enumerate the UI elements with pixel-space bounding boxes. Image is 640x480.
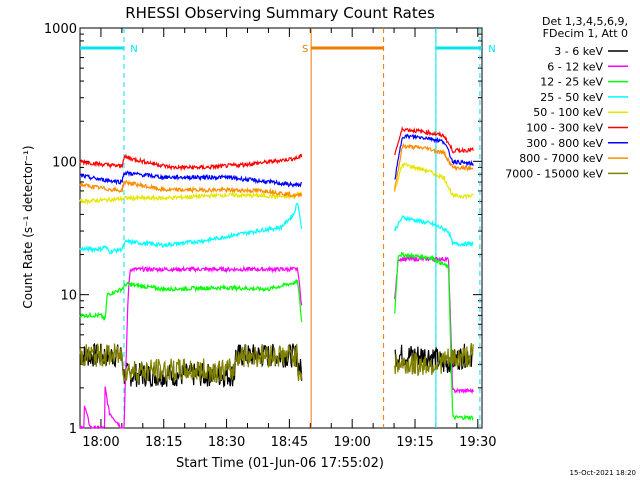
- series-line: [79, 343, 474, 384]
- legend-label: 12 - 25 keV: [540, 76, 603, 89]
- flag-label: S: [302, 44, 308, 55]
- y-tick-label: 1: [69, 422, 77, 437]
- x-tick-label: 19:15: [396, 435, 433, 450]
- legend-header: Det 1,3,4,5,6,9,: [542, 15, 628, 28]
- legend-label: 300 - 800 keV: [526, 137, 603, 150]
- legend-label: 6 - 12 keV: [547, 60, 603, 73]
- x-axis-label: Start Time (01-Jun-06 17:55:02): [176, 456, 384, 471]
- timestamp: 15-Oct-2021 18:20: [570, 469, 636, 477]
- series-line: [79, 142, 474, 199]
- x-tick-label: 18:30: [208, 435, 245, 450]
- y-tick-label: 10: [60, 289, 77, 304]
- series-line: [79, 125, 474, 172]
- legend-label: 100 - 300 keV: [526, 122, 603, 135]
- series-line: [79, 133, 474, 188]
- x-tick-label: 18:00: [82, 435, 119, 450]
- legend-label: 7000 - 15000 keV: [505, 167, 603, 180]
- y-axis-label: Count Rate (s⁻¹ detector⁻¹): [21, 145, 35, 308]
- legend-label: 800 - 7000 keV: [519, 152, 603, 165]
- legend-label: 25 - 50 keV: [540, 91, 603, 104]
- legend-label: 50 - 100 keV: [533, 106, 603, 119]
- y-tick-label: 1000: [44, 22, 77, 37]
- series-line: [79, 202, 474, 255]
- legend-label: 3 - 6 keV: [554, 45, 603, 58]
- series-line: [79, 161, 474, 206]
- x-tick-label: 19:30: [459, 435, 496, 450]
- chart-title: RHESSI Observing Summary Count Rates: [125, 4, 435, 22]
- x-tick-label: 18:15: [145, 435, 182, 450]
- x-tick-label: 19:00: [333, 435, 370, 450]
- flag-label: N: [130, 44, 137, 55]
- x-tick-label: 18:45: [271, 435, 308, 450]
- plot-frame: [79, 27, 483, 429]
- legend: Det 1,3,4,5,6,9,FDecim 1, Att 0 3 - 6 keV…: [505, 15, 628, 180]
- legend-header: FDecim 1, Att 0: [543, 27, 628, 40]
- series-line: [79, 251, 474, 422]
- plot-area: 1 10 100 1000 18:00 18:15 18:30 18:45 19:00 19:15…: [44, 22, 497, 450]
- series-line: [79, 255, 474, 430]
- y-tick-label: 100: [52, 155, 77, 170]
- flag-label: N: [488, 44, 495, 55]
